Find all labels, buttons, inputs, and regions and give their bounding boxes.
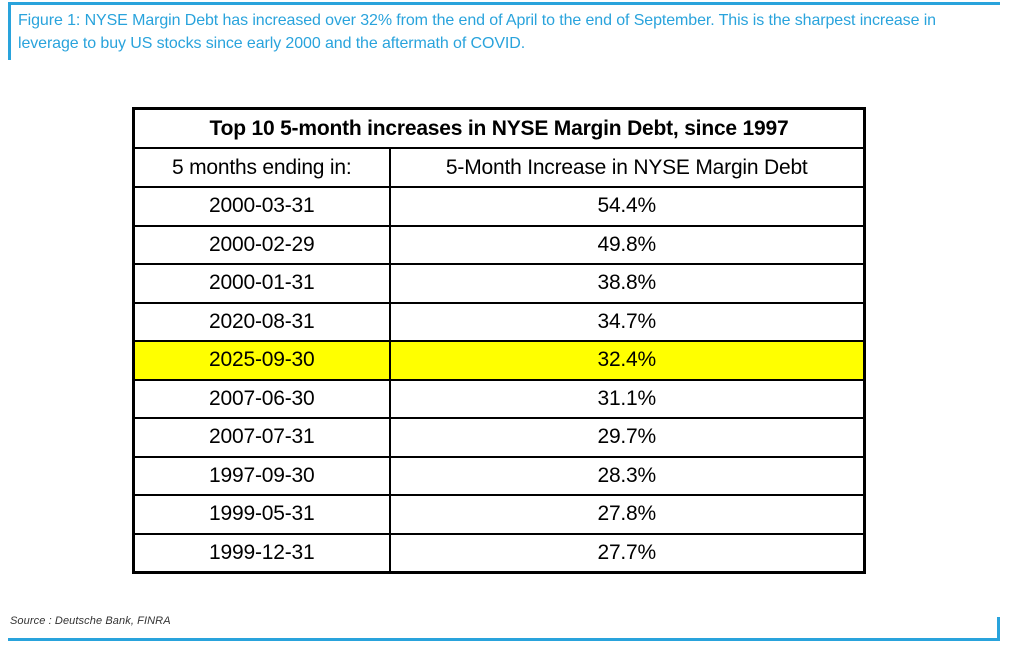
caption-top-rule — [8, 2, 1000, 5]
ending-date-cell: 2000-01-31 — [132, 263, 391, 304]
increase-cell: 32.4% — [388, 340, 866, 381]
table-row: 2000-03-31 54.4% — [132, 186, 866, 227]
increase-cell: 54.4% — [388, 186, 866, 227]
table-row: 2000-01-31 38.8% — [132, 263, 866, 304]
table-row: 1999-05-31 27.8% — [132, 494, 866, 535]
table-row: 2020-08-31 34.7% — [132, 301, 866, 342]
table-row-highlighted: 2025-09-30 32.4% — [132, 340, 866, 381]
source-note: Source : Deutsche Bank, FINRA — [10, 615, 171, 627]
table-row: 2000-02-29 49.8% — [132, 224, 866, 265]
figure-caption: Figure 1: NYSE Margin Debt has increased… — [18, 12, 936, 52]
caption-left-rule — [8, 2, 11, 60]
column-header-increase: 5-Month Increase in NYSE Margin Debt — [388, 147, 866, 188]
ending-date-cell: 1999-12-31 — [132, 532, 391, 574]
ending-date-cell: 2000-02-29 — [132, 224, 391, 265]
margin-debt-table: Top 10 5-month increases in NYSE Margin … — [132, 107, 866, 574]
ending-date-cell: 2025-09-30 — [132, 340, 391, 381]
increase-cell: 27.7% — [388, 532, 866, 574]
increase-cell: 31.1% — [388, 378, 866, 419]
table-row: 1999-12-31 27.7% — [132, 532, 866, 574]
table-header-row: 5 months ending in: 5-Month Increase in … — [132, 147, 866, 188]
table-title: Top 10 5-month increases in NYSE Margin … — [132, 107, 866, 149]
ending-date-cell: 2020-08-31 — [132, 301, 391, 342]
increase-cell: 29.7% — [388, 417, 866, 458]
table-row: 1997-09-30 28.3% — [132, 455, 866, 496]
increase-cell: 34.7% — [388, 301, 866, 342]
bottom-rule — [8, 638, 1000, 641]
ending-date-cell: 2007-07-31 — [132, 417, 391, 458]
ending-date-cell: 1999-05-31 — [132, 494, 391, 535]
increase-cell: 38.8% — [388, 263, 866, 304]
increase-cell: 27.8% — [388, 494, 866, 535]
ending-date-cell: 2000-03-31 — [132, 186, 391, 227]
bottom-rule-tick — [997, 617, 1000, 641]
column-header-ending: 5 months ending in: — [132, 147, 391, 188]
table-row: 2007-07-31 29.7% — [132, 417, 866, 458]
increase-cell: 49.8% — [388, 224, 866, 265]
table-title-row: Top 10 5-month increases in NYSE Margin … — [132, 107, 866, 149]
increase-cell: 28.3% — [388, 455, 866, 496]
ending-date-cell: 1997-09-30 — [132, 455, 391, 496]
ending-date-cell: 2007-06-30 — [132, 378, 391, 419]
table-row: 2007-06-30 31.1% — [132, 378, 866, 419]
table-body: 2000-03-31 54.4% 2000-02-29 49.8% 2000-01-31… — [132, 186, 866, 574]
